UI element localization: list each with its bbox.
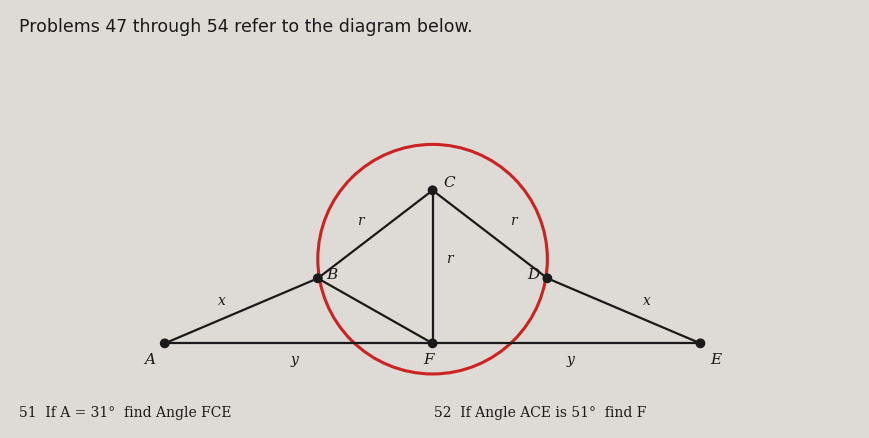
Text: r: r <box>509 214 516 228</box>
Text: A: A <box>144 353 155 367</box>
Text: y: y <box>567 353 574 367</box>
Circle shape <box>428 339 437 348</box>
Circle shape <box>543 274 552 283</box>
Text: 52  If Angle ACE is 51°  find F: 52 If Angle ACE is 51° find F <box>434 406 647 420</box>
Circle shape <box>314 274 322 283</box>
Text: 51  If A = 31°  find Angle FCE: 51 If A = 31° find Angle FCE <box>19 406 232 420</box>
Text: r: r <box>446 252 453 266</box>
Text: x: x <box>643 294 651 308</box>
Circle shape <box>696 339 705 348</box>
Text: B: B <box>326 268 337 282</box>
Circle shape <box>161 339 169 348</box>
Text: r: r <box>356 214 363 228</box>
Text: E: E <box>710 353 721 367</box>
Circle shape <box>428 186 437 194</box>
Text: x: x <box>218 294 226 308</box>
Text: y: y <box>291 353 299 367</box>
Text: C: C <box>443 176 455 190</box>
Text: D: D <box>527 268 540 282</box>
Text: Problems 47 through 54 refer to the diagram below.: Problems 47 through 54 refer to the diag… <box>19 18 473 35</box>
Text: F: F <box>423 353 434 367</box>
